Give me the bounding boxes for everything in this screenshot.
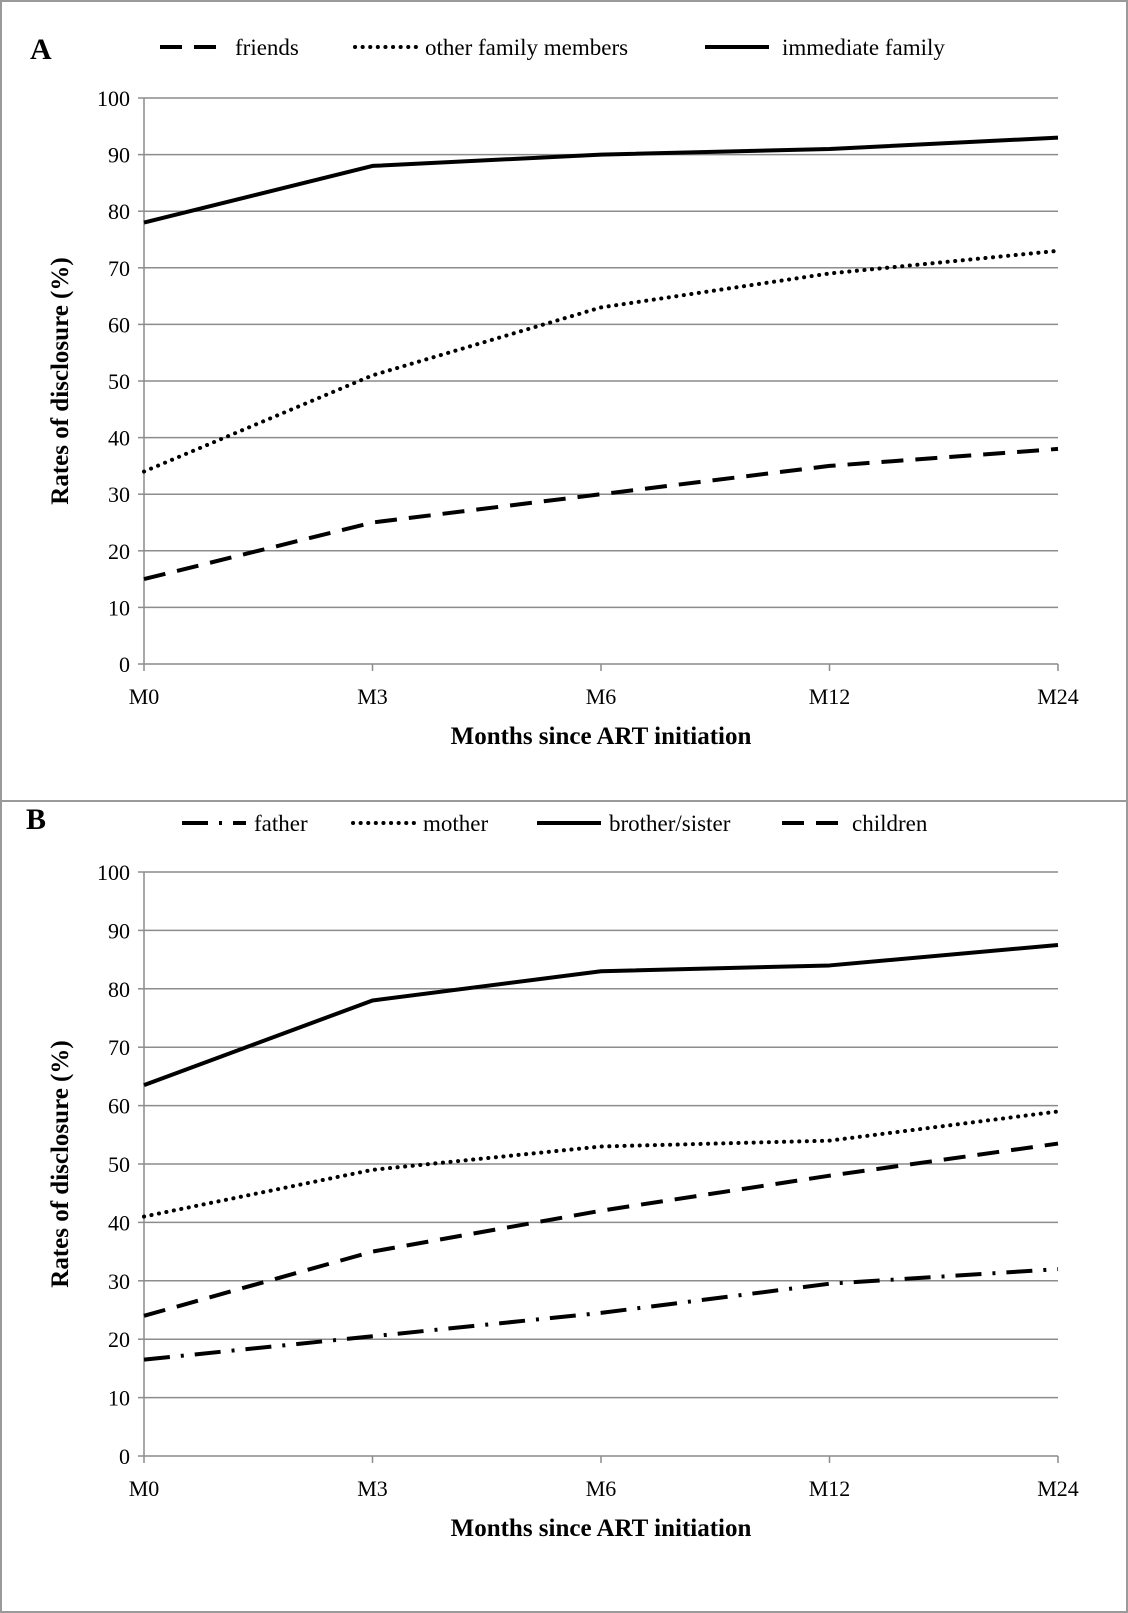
x-tick-label-M0: M0 bbox=[129, 684, 160, 709]
y-tick-label-30: 30 bbox=[108, 1269, 130, 1294]
series-line-friends bbox=[143, 446, 1059, 582]
y-tick-label-0: 0 bbox=[119, 652, 130, 677]
series-line-other-family-members bbox=[142, 248, 1060, 474]
y-tick-label-50: 50 bbox=[108, 369, 130, 394]
legend-label-other-family-members: other family members bbox=[425, 35, 628, 60]
chart-a-svg: A 0 10 20 30 40 50 60 70 80 90 100 M0 M3 M6 M12 M24 Month… bbox=[30, 33, 1079, 750]
y-tick-label-80: 80 bbox=[108, 199, 130, 224]
y-tick-label-80: 80 bbox=[108, 977, 130, 1002]
panel-label-b: B bbox=[26, 803, 46, 836]
panel-label-a: A bbox=[30, 33, 52, 66]
chart-b-svg: B 0 10 20 30 40 50 60 70 80 90 100 M0 M3 M6 M12 M24 Month… bbox=[26, 803, 1079, 1542]
x-tick-label-M0: M0 bbox=[129, 1476, 160, 1501]
y-tick-label-50: 50 bbox=[108, 1152, 130, 1177]
y-tick-label-100: 100 bbox=[97, 860, 130, 885]
x-axis-title: Months since ART initiation bbox=[451, 723, 752, 750]
x-tick-label-M12: M12 bbox=[809, 1476, 851, 1501]
y-tick-label-70: 70 bbox=[108, 256, 130, 281]
series-line-brother-sister bbox=[143, 943, 1059, 1088]
series-line-immediate-family bbox=[143, 135, 1059, 225]
series-line-children bbox=[143, 1141, 1059, 1318]
chart-panel-a: A 0 10 20 30 40 50 60 70 80 90 100 M0 M3 M6 M12 M24 Month… bbox=[2, 2, 1126, 802]
chart-panel-b: B 0 10 20 30 40 50 60 70 80 90 100 M0 M3 M6 M12 M24 Month… bbox=[2, 802, 1126, 1613]
y-tick-label-40: 40 bbox=[108, 426, 130, 451]
y-tick-label-90: 90 bbox=[108, 918, 130, 943]
series-line-father bbox=[143, 1267, 1059, 1362]
x-axis-title: Months since ART initiation bbox=[451, 1515, 752, 1542]
x-tick-label-M6: M6 bbox=[586, 684, 617, 709]
y-tick-label-60: 60 bbox=[108, 1094, 130, 1119]
y-tick-label-0: 0 bbox=[119, 1444, 130, 1469]
y-axis-title: Rates of disclosure (%) bbox=[47, 1040, 74, 1287]
y-tick-label-30: 30 bbox=[108, 482, 130, 507]
y-tick-label-100: 100 bbox=[97, 86, 130, 111]
x-tick-label-M3: M3 bbox=[357, 1476, 388, 1501]
x-tick-label-M24: M24 bbox=[1037, 684, 1079, 709]
x-tick-label-M12: M12 bbox=[809, 684, 851, 709]
legend-label-children: children bbox=[852, 811, 928, 836]
y-tick-label-10: 10 bbox=[108, 595, 130, 620]
legend-label-friends: friends bbox=[235, 35, 299, 60]
y-tick-label-90: 90 bbox=[108, 143, 130, 168]
y-tick-label-20: 20 bbox=[108, 1327, 130, 1352]
y-tick-label-70: 70 bbox=[108, 1035, 130, 1060]
y-tick-label-40: 40 bbox=[108, 1210, 130, 1235]
legend-label-mother: mother bbox=[423, 811, 488, 836]
legend-label-brother-sister: brother/sister bbox=[609, 811, 731, 836]
x-tick-label-M3: M3 bbox=[357, 684, 388, 709]
legend-label-father: father bbox=[254, 811, 308, 836]
y-tick-label-20: 20 bbox=[108, 539, 130, 564]
y-axis-title: Rates of disclosure (%) bbox=[47, 257, 74, 504]
x-tick-label-M24: M24 bbox=[1037, 1476, 1079, 1501]
x-tick-label-M6: M6 bbox=[586, 1476, 617, 1501]
y-tick-label-60: 60 bbox=[108, 312, 130, 337]
legend-label-immediate-family: immediate family bbox=[782, 35, 945, 60]
y-tick-label-10: 10 bbox=[108, 1386, 130, 1411]
